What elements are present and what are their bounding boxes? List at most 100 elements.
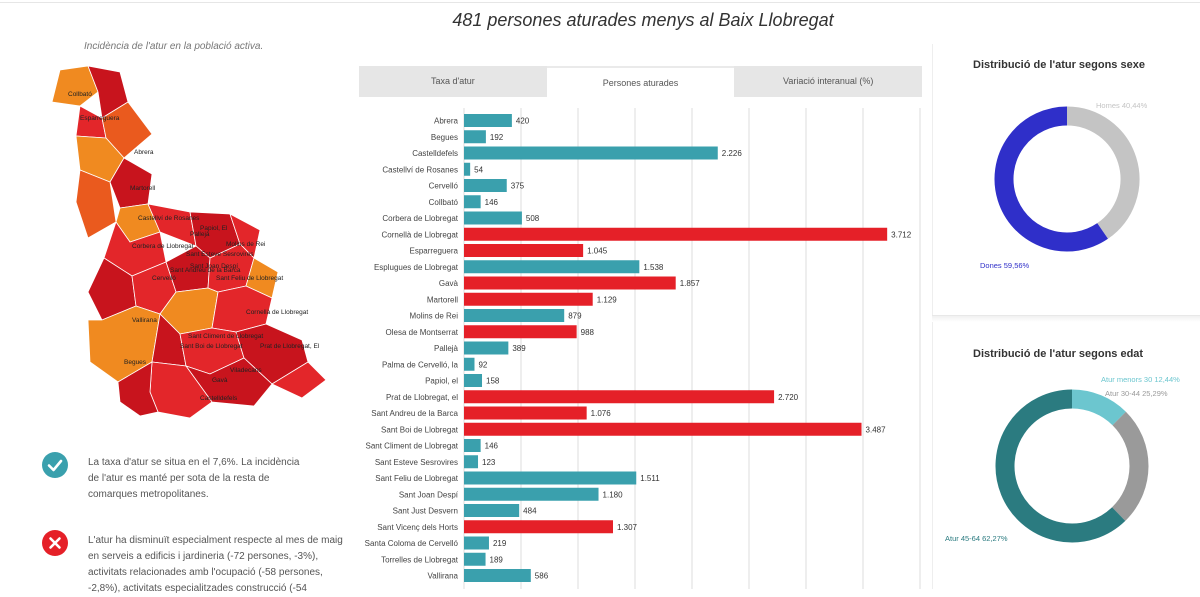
map-municipality[interactable] (109, 157, 153, 209)
bar[interactable] (464, 536, 489, 550)
category-label: Cornellà de Llobregat (382, 230, 459, 239)
map-municipality[interactable] (51, 65, 99, 107)
map-label: Papiol, El (200, 225, 228, 232)
bar-value-label: 1.307 (617, 523, 638, 532)
bar[interactable] (464, 455, 479, 469)
map-label: Martorell (130, 185, 156, 192)
bar[interactable] (464, 244, 584, 257)
bar-value-label: 389 (512, 344, 526, 353)
map-label: Sant Andreu de la Barca (170, 267, 241, 274)
map-label: Corbera de Llobregat (132, 243, 194, 250)
donut-slice[interactable] (1111, 411, 1149, 521)
map-municipality[interactable] (117, 361, 159, 417)
map-municipality[interactable] (75, 169, 117, 239)
bar[interactable] (464, 406, 587, 420)
map-municipality[interactable] (271, 361, 327, 399)
bar-value-label: 92 (478, 360, 487, 369)
map-municipality[interactable] (101, 101, 153, 159)
donut-slice[interactable] (994, 106, 1108, 252)
category-label: Corbera de Llobregat (382, 214, 458, 223)
bar[interactable] (464, 195, 481, 209)
category-label: Castellví de Rosanes (382, 165, 458, 174)
bar[interactable] (464, 422, 862, 436)
category-label: Vallirana (427, 572, 458, 581)
bar[interactable] (464, 439, 481, 452)
map-label: Cervelló (152, 275, 176, 282)
bar-value-label: 1.511 (640, 474, 660, 483)
bar[interactable] (464, 130, 486, 144)
bar-value-label: 123 (482, 458, 496, 467)
category-label: Esparreguera (410, 247, 459, 256)
map-label: Vallirana (132, 317, 157, 324)
bar[interactable] (464, 211, 522, 225)
bar[interactable] (464, 520, 613, 534)
bar-value-label: 146 (485, 442, 499, 451)
donut-slice[interactable] (1071, 389, 1126, 426)
age-donut-chart: Atur menors 30 12,44% Atur 30-44 25,29% At… (945, 375, 1180, 543)
donut-label: Atur 30-44 25,29% (1105, 389, 1168, 398)
bar-value-label: 2.720 (778, 393, 799, 402)
tab-unemployment-rate[interactable]: Taxa d'atur (430, 76, 475, 86)
map-label: Castelldefels (200, 395, 238, 402)
bar[interactable] (464, 504, 520, 517)
bar[interactable] (464, 260, 640, 274)
bar[interactable] (464, 162, 471, 176)
bar[interactable] (464, 357, 475, 371)
bar[interactable] (464, 309, 565, 322)
category-label: Begues (431, 133, 458, 142)
category-label: Prat de Llobregat, el (386, 393, 458, 402)
bar[interactable] (464, 146, 718, 160)
bar-value-label: 484 (523, 507, 537, 516)
donut-slice[interactable] (995, 389, 1126, 543)
bar-value-label: 1.045 (587, 247, 608, 256)
category-label: Olesa de Montserrat (386, 328, 459, 337)
map-label: Molins de Rei (226, 241, 265, 248)
note-line: de l'atur es manté per sota de la resta … (88, 473, 270, 484)
bar-value-label: 54 (474, 165, 483, 174)
bar-value-label: 158 (486, 377, 500, 386)
donut-label: Atur menors 30 12,44% (1101, 375, 1180, 384)
bar-value-label: 1.076 (591, 409, 612, 418)
category-label: Sant Feliu de Llobregat (375, 474, 459, 483)
check-icon (42, 452, 68, 478)
bar[interactable] (464, 471, 637, 485)
bar-value-label: 3.712 (891, 230, 912, 239)
tab-yearly-variation[interactable]: Variació interanual (%) (782, 76, 874, 86)
bar[interactable] (464, 487, 599, 501)
category-label: Gavà (439, 279, 459, 288)
category-label: Sant Climent de Llobregat (366, 442, 459, 451)
bar-value-label: 988 (581, 328, 595, 337)
bar[interactable] (464, 390, 775, 404)
category-label: Castelldefels (412, 149, 458, 158)
bar[interactable] (464, 292, 593, 306)
bar[interactable] (464, 374, 483, 387)
category-label: Sant Vicenç dels Horts (377, 523, 458, 532)
cross-icon (42, 530, 68, 556)
bar-value-label: 420 (516, 117, 530, 126)
bar[interactable] (464, 341, 509, 355)
panel-shadow (932, 316, 1200, 322)
bar[interactable] (464, 552, 486, 566)
category-label: Sant Andreu de la Barca (371, 409, 458, 418)
map-subtitle: Incidència de l'atur en la població acti… (84, 41, 264, 52)
bar[interactable] (464, 569, 531, 582)
chart-tabs: Taxa d'atur Persones aturades Variació i… (359, 66, 922, 97)
donut-slice[interactable] (1066, 106, 1140, 239)
bar[interactable] (464, 179, 507, 192)
bar[interactable] (464, 325, 577, 339)
bar-value-label: 508 (526, 214, 540, 223)
tab-unemployed-people[interactable]: Persones aturades (546, 66, 735, 97)
category-label: Molins de Rei (410, 312, 459, 321)
bar[interactable] (464, 276, 676, 290)
note-line: -2,8%), activitats especialitzades const… (88, 583, 307, 594)
bar-value-label: 146 (485, 198, 499, 207)
note-line: comarques metropolitanes. (88, 489, 209, 500)
map-label: Pallejà (190, 231, 210, 238)
age-chart-title: Distribució de l'atur segons edat (973, 348, 1144, 360)
category-label: Santa Coloma de Cervelló (365, 539, 459, 548)
bar[interactable] (464, 114, 512, 127)
bar[interactable] (464, 227, 888, 241)
map-label: Abrera (134, 149, 154, 156)
bar-value-label: 1.857 (680, 279, 701, 288)
category-label: Cervelló (429, 182, 459, 191)
